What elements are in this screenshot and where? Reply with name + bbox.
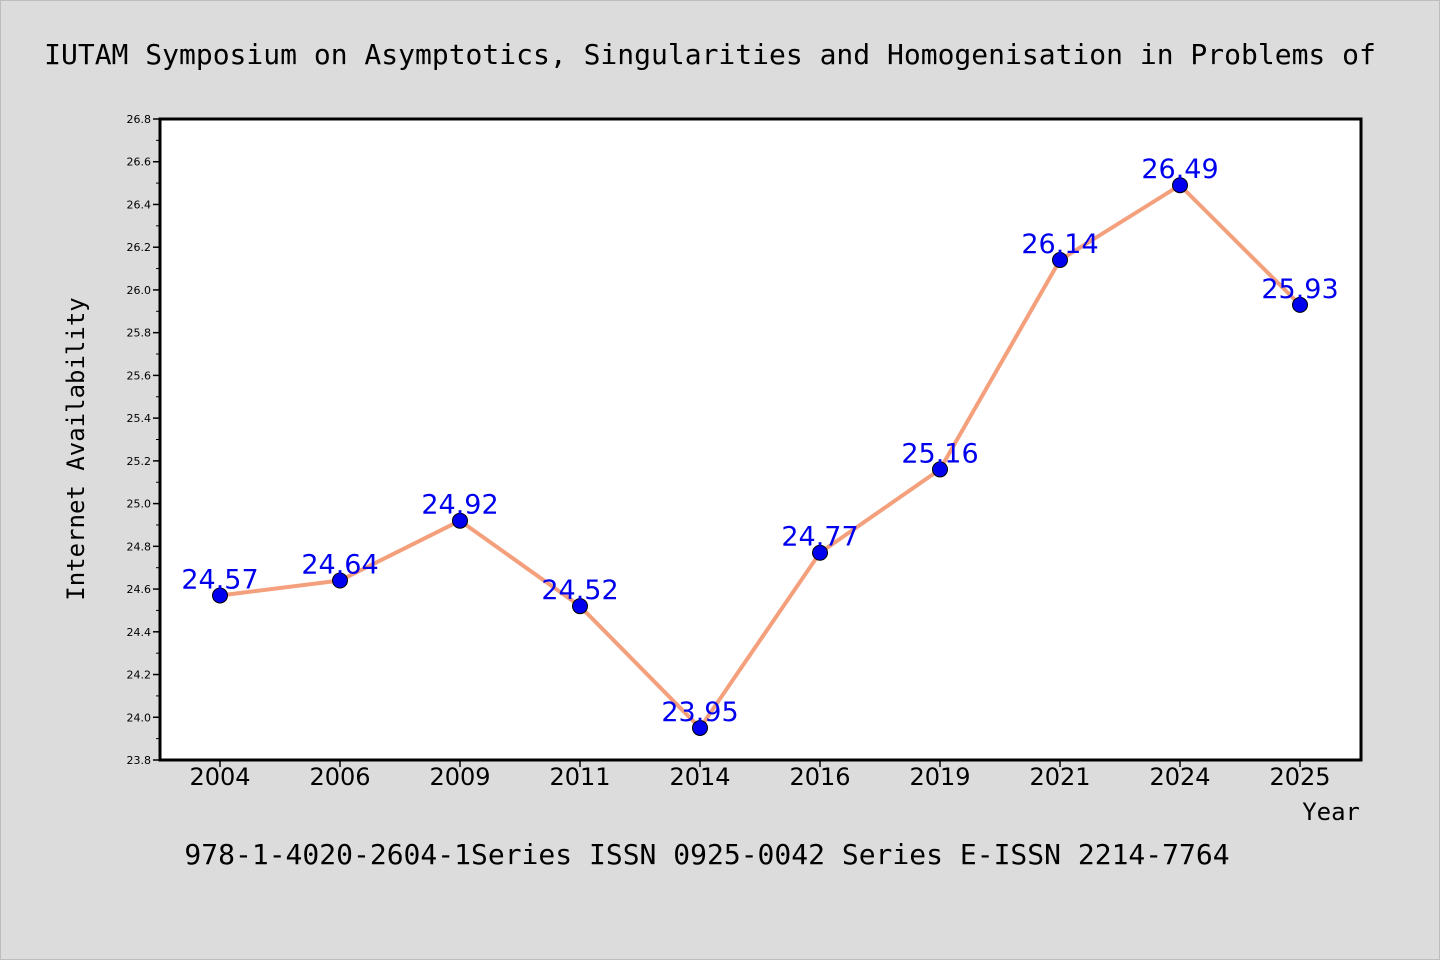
y-tick-label: 25.6 [127, 369, 152, 382]
series-polyline [219, 183, 1302, 730]
data-point [212, 587, 228, 604]
y-tick-label: 24.4 [127, 626, 152, 639]
data-label: 24.57 [181, 564, 258, 595]
y-tick-label: 26.2 [127, 241, 152, 254]
data-label: 24.92 [421, 490, 498, 521]
y-tick-label: 25.4 [127, 412, 152, 425]
x-tick-label: 2014 [669, 763, 730, 791]
x-tick-label: 2025 [1269, 763, 1330, 791]
data-point [932, 461, 948, 478]
y-tick-label: 26.4 [127, 198, 152, 211]
x-tick-label: 2016 [789, 763, 850, 791]
footer-text: 978-1-4020-2604-1Series ISSN 0925-0042 S… [184, 838, 1229, 871]
y-tick-label: 24.8 [127, 540, 152, 553]
x-tick-label: 2006 [309, 763, 370, 791]
y-tick-label: 25.8 [127, 327, 152, 340]
data-labels: 24.57 24.64 24.92 24.52 23.95 24.77 25.16 26.14… [181, 154, 1338, 728]
data-label: 24.52 [541, 575, 618, 606]
plot-area [158, 117, 1363, 762]
data-point [332, 572, 348, 589]
y-tick-label: 24.2 [127, 669, 152, 682]
x-tick-label: 2011 [549, 763, 610, 791]
y-axis-label: Internet Availability [62, 297, 90, 600]
x-axis-label: Year [1302, 798, 1360, 826]
data-label: 25.16 [901, 438, 978, 469]
data-label: 26.14 [1021, 229, 1098, 260]
chart-title: IUTAM Symposium on Asymptotics, Singular… [44, 38, 1376, 71]
data-point [692, 719, 708, 736]
y-tick-label: 26.8 [127, 113, 152, 126]
data-label: 24.77 [781, 522, 858, 553]
y-tick-label: 24.0 [127, 711, 152, 724]
data-point [812, 544, 828, 561]
data-point [1172, 177, 1188, 194]
y-tick-label: 25.2 [127, 455, 152, 468]
data-point [1052, 252, 1068, 269]
y-tick-label: 26.6 [127, 156, 152, 169]
y-axis: 23.8 24.0 24.2 24.4 24.6 24.8 25.0 25.2 25.4 25.6… [127, 113, 160, 767]
data-label: 26.49 [1141, 154, 1218, 185]
y-tick-label: 24.6 [127, 583, 152, 596]
x-tick-label: 2009 [429, 763, 490, 791]
data-label: 24.64 [301, 550, 378, 581]
series-line [219, 183, 1302, 730]
x-tick-label: 2021 [1029, 763, 1090, 791]
y-tick-label: 23.8 [127, 754, 152, 767]
y-tick-label: 26.0 [127, 284, 152, 297]
data-points [212, 177, 1308, 736]
x-tick-label: 2019 [909, 763, 970, 791]
x-axis: 2004 2006 2009 2011 2014 2016 2019 2021 2024 2025 [189, 760, 1331, 791]
data-point [572, 598, 588, 615]
data-point [452, 512, 468, 529]
data-label: 25.93 [1261, 274, 1338, 305]
data-label: 23.95 [661, 697, 738, 728]
x-tick-label: 2004 [189, 763, 250, 791]
data-point [1292, 296, 1308, 313]
y-tick-label: 25.0 [127, 498, 152, 511]
x-tick-label: 2024 [1149, 763, 1210, 791]
